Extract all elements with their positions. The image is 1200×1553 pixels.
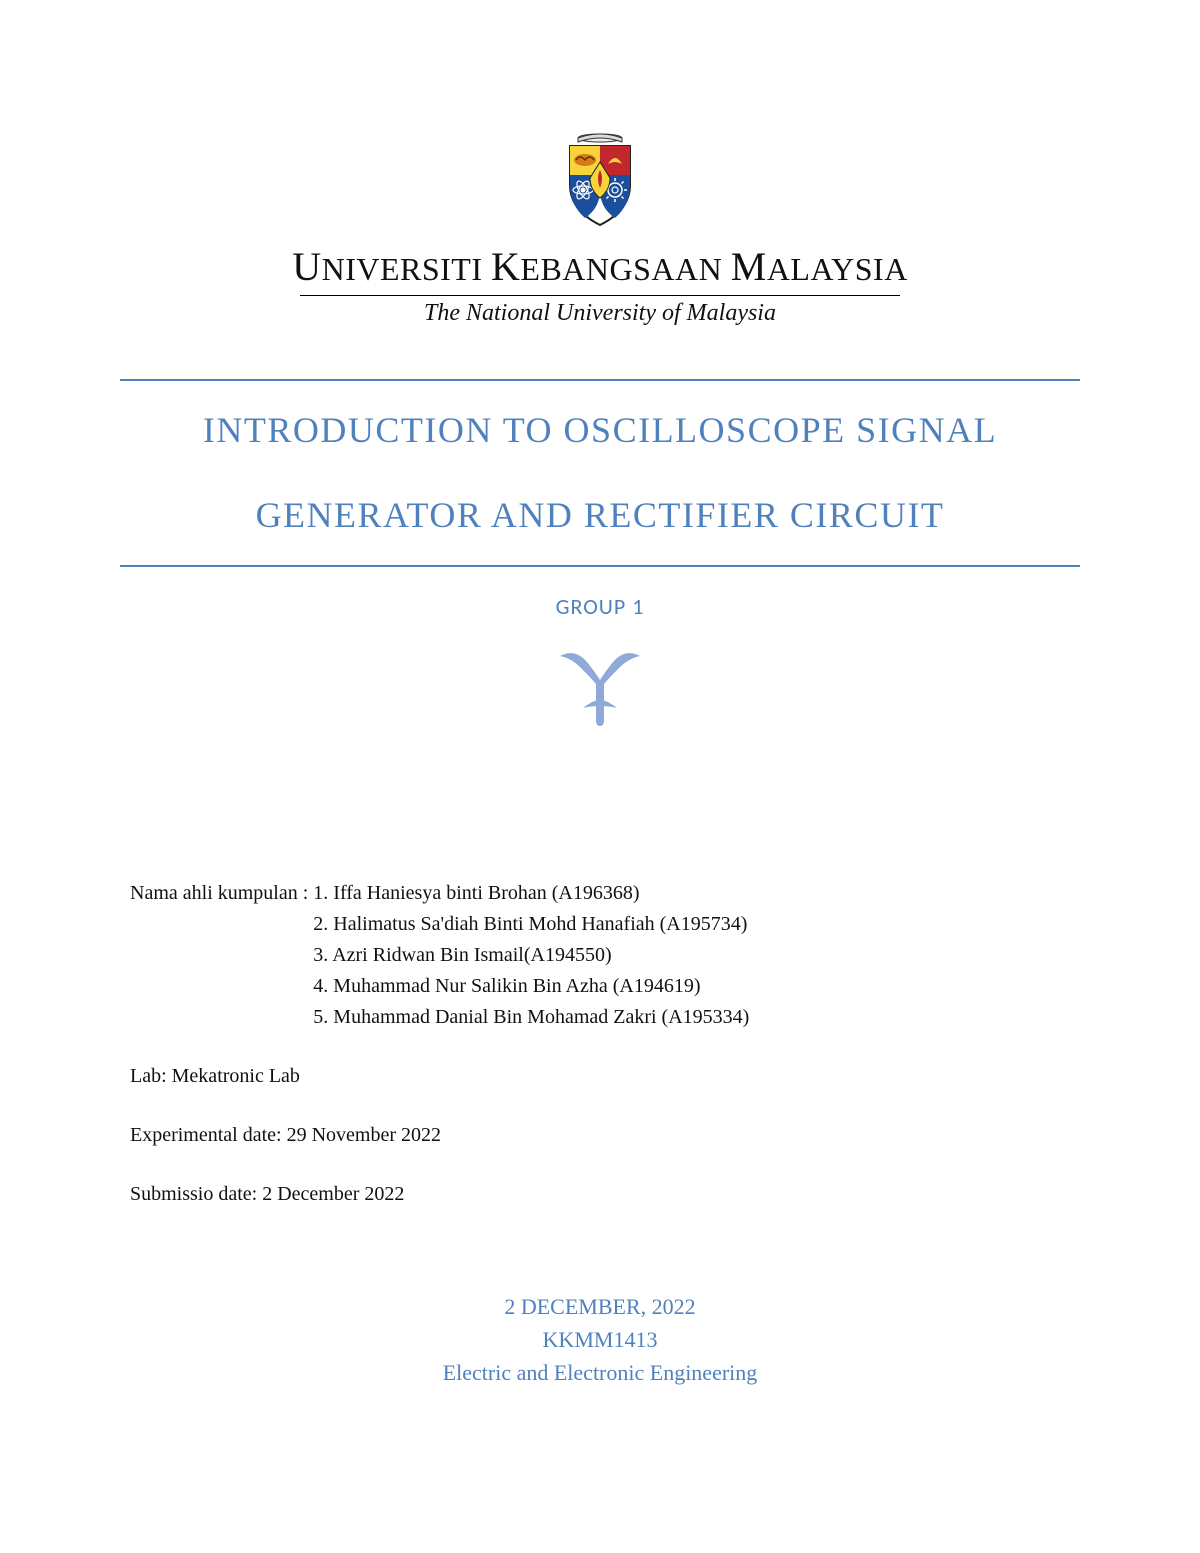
university-subtitle: The National University of Malaysia [424, 300, 776, 327]
lab-line: Lab: Mekatronic Lab [130, 1061, 1080, 1092]
submission-date-line: Submissio date: 2 December 2022 [130, 1179, 1080, 1210]
university-crest-icon [550, 130, 650, 235]
details-section: Nama ahli kumpulan : 1. Iffa Haniesya bi… [130, 878, 1080, 1210]
footer-course-code: KKMM1413 [120, 1323, 1080, 1356]
members-list: 1. Iffa Haniesya binti Brohan (A196368) … [313, 878, 749, 1033]
title-line-2: GENERATOR AND RECTIFIER CIRCUIT [130, 494, 1070, 537]
members-row: Nama ahli kumpulan : 1. Iffa Haniesya bi… [130, 878, 1080, 1033]
university-header: UNIVERSITI KEBANGSAAN MALAYSIA The Natio… [120, 130, 1080, 327]
footer-course-name: Electric and Electronic Engineering [120, 1356, 1080, 1389]
ornament-icon [120, 650, 1080, 728]
group-label: GROUP 1 [120, 593, 1080, 620]
document-title-block: INTRODUCTION TO OSCILLOSCOPE SIGNAL GENE… [120, 379, 1080, 567]
experimental-date-line: Experimental date: 29 November 2022 [130, 1120, 1080, 1151]
footer-date: 2 DECEMBER, 2022 [120, 1290, 1080, 1323]
university-name: UNIVERSITI KEBANGSAAN MALAYSIA [292, 245, 908, 289]
footer-block: 2 DECEMBER, 2022 KKMM1413 Electric and E… [120, 1290, 1080, 1389]
divider [300, 295, 900, 296]
title-line-1: INTRODUCTION TO OSCILLOSCOPE SIGNAL [130, 409, 1070, 452]
members-label: Nama ahli kumpulan : [130, 878, 313, 909]
